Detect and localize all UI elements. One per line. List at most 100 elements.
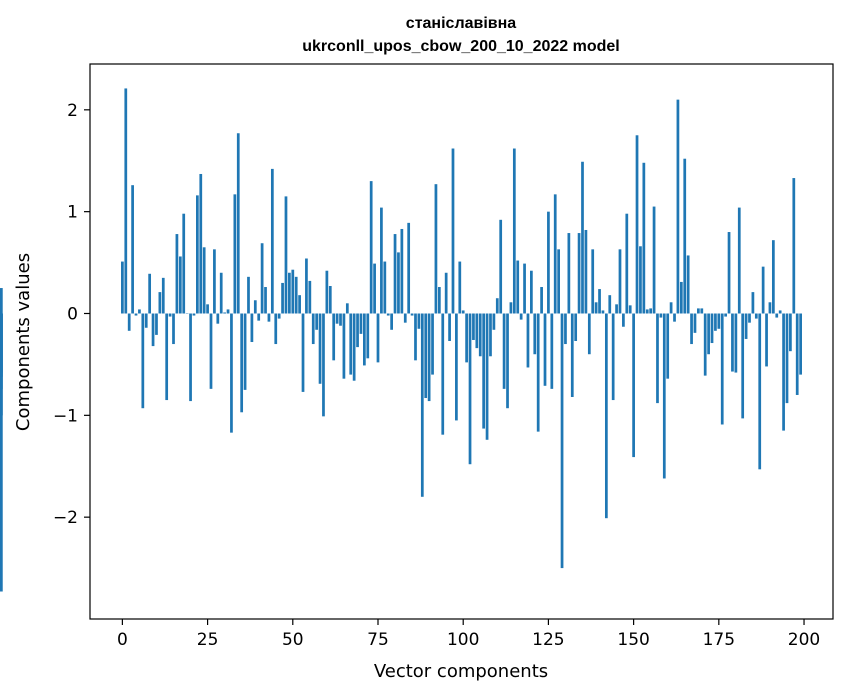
bar-78 (386, 313, 390, 316)
bar-193 (778, 310, 782, 314)
bar-60 (325, 270, 329, 314)
bar-82 (400, 228, 404, 314)
bar-155 (649, 308, 653, 314)
y-axis-label: Components values (13, 253, 34, 431)
bar-53 (301, 313, 305, 392)
bar-169 (697, 308, 700, 314)
bar-96 (448, 313, 451, 341)
bar-117 (519, 313, 523, 320)
bar-115 (512, 148, 516, 314)
bar-20 (189, 313, 192, 402)
bar-31 (226, 309, 230, 314)
bar-162 (673, 313, 676, 322)
bar-144 (611, 313, 615, 401)
bar-103 (472, 313, 475, 340)
bar-125 (547, 211, 550, 314)
x-tick-label: 0 (117, 630, 128, 650)
bar-199 (799, 313, 802, 375)
y-tick-label: 2 (67, 101, 78, 121)
bar-136 (584, 229, 588, 314)
bar-180 (734, 313, 738, 373)
bar-123 (540, 287, 543, 314)
bar-80 (393, 234, 397, 314)
bar-13 (165, 313, 169, 401)
bar-191 (771, 240, 775, 314)
x-axis-label: Vector components (374, 661, 548, 682)
bar-100 (461, 310, 465, 314)
bar-88 (420, 313, 424, 497)
x-tick-label: 150 (617, 630, 649, 650)
bar-140 (598, 289, 601, 314)
bar-90 (427, 313, 431, 402)
bar-17 (178, 256, 182, 314)
bar-44 (270, 168, 274, 314)
bar-5 (138, 309, 141, 314)
x-tick-label: 100 (447, 630, 479, 650)
bar-29 (219, 272, 223, 314)
bar-187 (758, 313, 762, 470)
bar-23 (199, 173, 203, 314)
bar-12 (161, 277, 165, 314)
bar-133 (574, 313, 578, 341)
bar-183 (744, 313, 748, 339)
bar-174 (714, 313, 717, 331)
bar-195 (785, 313, 789, 404)
bar-61 (328, 286, 332, 314)
x-tick-label: 75 (367, 630, 389, 650)
x-axis-ticks: 0 25 50 75 100 125 150 175 200 (117, 619, 820, 650)
x-tick-label: 175 (703, 630, 735, 650)
bar-131 (567, 233, 571, 314)
bar-69 (356, 313, 359, 348)
bar-167 (690, 313, 693, 345)
bar-158 (659, 313, 663, 318)
bar-132 (570, 313, 574, 397)
bar-118 (523, 263, 526, 314)
bars-group (0, 88, 802, 592)
bar-142 (604, 313, 608, 519)
bar-135 (581, 161, 584, 314)
bar-170 (700, 308, 704, 314)
bar-119 (526, 313, 530, 368)
chart-subtitle: ukrconll_upos_cbow_200_10_2022 model (302, 38, 619, 55)
bar-194 (782, 313, 785, 431)
bar-15 (172, 313, 175, 345)
bar-32 (230, 313, 233, 433)
bar-99 (458, 261, 462, 314)
bar-114 (509, 302, 513, 314)
bar-189 (765, 313, 768, 367)
y-tick-label: 1 (67, 203, 78, 223)
bar-56 (311, 313, 315, 345)
chart-title: станіславівна (406, 15, 516, 32)
bar-184 (748, 313, 751, 323)
bar-89 (424, 313, 428, 399)
bar-95 (444, 272, 448, 314)
bar-175 (717, 313, 721, 329)
bar-48 (284, 196, 288, 314)
bar-74 (373, 263, 376, 314)
bar-39 (253, 300, 257, 314)
bar-9 (151, 313, 155, 347)
y-tick-label: −1 (53, 406, 78, 426)
bar-198 (795, 313, 799, 395)
bar-83 (403, 313, 407, 323)
bar-68 (352, 313, 356, 381)
bar-176 (720, 313, 724, 425)
bar-59 (322, 313, 325, 417)
bar-150 (632, 313, 635, 458)
bar-186 (754, 313, 758, 319)
bar-11 (158, 292, 162, 314)
bar-102 (468, 313, 472, 465)
bar-164 (679, 281, 683, 314)
bar-30 (223, 312, 226, 314)
bar-104 (475, 313, 479, 349)
bar-93 (437, 287, 441, 314)
bar-134 (577, 233, 581, 314)
y-tick-label: 0 (67, 304, 78, 324)
bar-112 (502, 313, 506, 389)
bar-77 (383, 261, 387, 314)
bar-21 (192, 313, 196, 316)
bar-66 (345, 303, 349, 314)
bar-47 (281, 282, 284, 314)
bar-33 (233, 194, 237, 314)
bar-8 (148, 273, 152, 314)
